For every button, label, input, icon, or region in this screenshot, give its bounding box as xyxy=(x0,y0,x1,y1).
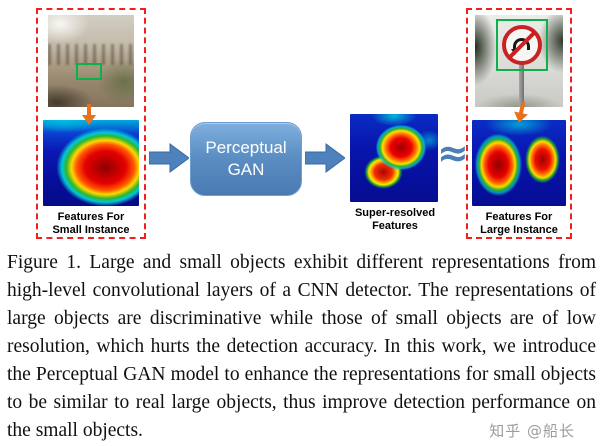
label-line: Features For xyxy=(57,211,125,223)
gan-label-line: GAN xyxy=(227,160,265,179)
small-instance-photo xyxy=(48,15,134,107)
small-instance-panel: Features For Small Instance xyxy=(36,8,146,239)
super-resolved-feature-map xyxy=(350,114,438,202)
building-windows xyxy=(48,44,134,65)
small-object-highlight-box xyxy=(76,63,102,80)
label-line: Features For xyxy=(485,211,553,223)
perceptual-gan-box: Perceptual GAN xyxy=(190,122,302,196)
small-instance-feature-map xyxy=(43,120,139,206)
label-line: Features xyxy=(372,220,418,232)
large-instance-photo xyxy=(475,15,563,107)
figure-caption: Figure 1. Large and small objects exhibi… xyxy=(7,252,596,441)
large-instance-panel: Features For Large Instance xyxy=(466,8,572,239)
right-arrow-icon xyxy=(149,143,189,173)
sign-pole xyxy=(519,64,524,107)
arrow-head xyxy=(512,111,528,125)
super-resolved-label: Super-resolved Features xyxy=(336,207,454,233)
right-arrow-icon xyxy=(305,143,345,173)
watermark: 知乎 @船长 xyxy=(486,420,578,441)
label-line: Super-resolved xyxy=(354,207,436,219)
large-instance-label: Features For Large Instance xyxy=(468,211,570,237)
arrow-shaft xyxy=(87,104,91,116)
label-line: Large Instance xyxy=(480,224,558,236)
down-arrow-icon xyxy=(82,104,96,126)
no-uturn-sign xyxy=(502,25,542,65)
gan-label-line: Perceptual xyxy=(205,138,287,157)
small-instance-label: Features For Small Instance xyxy=(38,211,144,237)
approx-symbol: ≈ xyxy=(437,131,469,175)
arrow-head xyxy=(82,115,96,125)
sign-circle xyxy=(502,25,542,65)
large-instance-feature-map xyxy=(472,120,566,206)
uturn-arrow-icon xyxy=(513,38,530,50)
label-line: Small Instance xyxy=(52,224,130,236)
large-object-highlight-box xyxy=(496,19,548,71)
